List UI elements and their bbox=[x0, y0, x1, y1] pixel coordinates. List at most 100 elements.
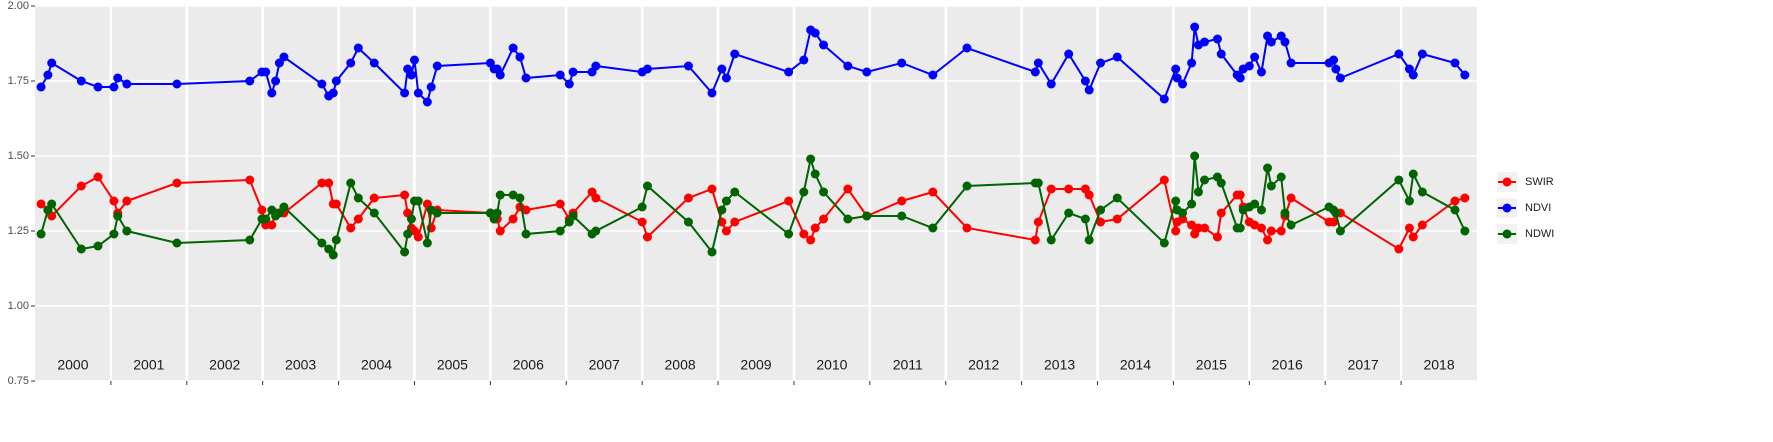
point bbox=[555, 70, 565, 80]
point bbox=[1235, 190, 1245, 200]
point bbox=[1250, 220, 1260, 230]
point bbox=[819, 187, 829, 197]
point bbox=[962, 181, 972, 191]
point bbox=[1084, 85, 1094, 95]
point bbox=[113, 211, 123, 221]
point bbox=[47, 58, 57, 68]
point bbox=[707, 184, 717, 194]
point bbox=[1171, 196, 1181, 206]
point bbox=[642, 232, 652, 242]
point bbox=[267, 220, 277, 230]
year-label: 2009 bbox=[740, 357, 771, 373]
point bbox=[683, 193, 693, 203]
point bbox=[1235, 73, 1245, 83]
year-label: 2013 bbox=[1044, 357, 1075, 373]
point bbox=[1286, 220, 1296, 230]
point bbox=[1331, 208, 1341, 218]
y-tick-label: 0.75 bbox=[8, 375, 29, 387]
point bbox=[730, 187, 740, 197]
point bbox=[369, 58, 379, 68]
point bbox=[1172, 73, 1182, 83]
point bbox=[1080, 214, 1090, 224]
point bbox=[1404, 196, 1414, 206]
point bbox=[346, 223, 356, 233]
point bbox=[172, 178, 182, 188]
point bbox=[346, 178, 356, 188]
year-label: 2007 bbox=[589, 357, 620, 373]
point bbox=[47, 199, 57, 209]
point bbox=[1280, 208, 1290, 218]
panel bbox=[35, 6, 1477, 381]
point bbox=[261, 67, 271, 77]
point bbox=[962, 223, 972, 233]
year-label: 2000 bbox=[57, 357, 88, 373]
point bbox=[245, 235, 255, 245]
y-tick-label: 1.25 bbox=[8, 225, 29, 237]
point bbox=[1171, 226, 1181, 236]
point bbox=[508, 190, 518, 200]
point bbox=[317, 79, 327, 89]
point bbox=[810, 223, 820, 233]
point bbox=[928, 70, 938, 80]
point bbox=[1256, 67, 1266, 77]
point bbox=[784, 196, 794, 206]
year-label: 2017 bbox=[1348, 357, 1379, 373]
point bbox=[76, 244, 86, 254]
point bbox=[409, 55, 419, 65]
year-label: 2001 bbox=[133, 357, 164, 373]
point bbox=[1200, 37, 1210, 47]
point bbox=[1178, 79, 1188, 89]
point bbox=[1263, 163, 1273, 173]
y-tick-label: 1.75 bbox=[8, 75, 29, 87]
year-label: 2010 bbox=[816, 357, 847, 373]
point bbox=[257, 205, 267, 215]
point bbox=[1256, 205, 1266, 215]
point bbox=[555, 199, 565, 209]
point bbox=[1112, 214, 1122, 224]
point bbox=[843, 184, 853, 194]
point bbox=[400, 190, 410, 200]
year-label: 2012 bbox=[968, 357, 999, 373]
point bbox=[521, 205, 531, 215]
point bbox=[1033, 178, 1043, 188]
point bbox=[1084, 235, 1094, 245]
point bbox=[521, 229, 531, 239]
year-label: 2015 bbox=[1196, 357, 1227, 373]
point bbox=[799, 187, 809, 197]
point bbox=[245, 76, 255, 86]
point bbox=[1408, 169, 1418, 179]
point bbox=[1460, 70, 1470, 80]
point bbox=[819, 40, 829, 50]
y-tick-label: 1.00 bbox=[8, 300, 29, 312]
point bbox=[1417, 187, 1427, 197]
point bbox=[406, 214, 416, 224]
legend-label: NDWI bbox=[1525, 228, 1554, 240]
point bbox=[432, 61, 442, 71]
point bbox=[568, 67, 578, 77]
point bbox=[568, 211, 578, 221]
point bbox=[1159, 94, 1169, 104]
point bbox=[1216, 178, 1226, 188]
legend-point bbox=[1502, 203, 1512, 213]
point bbox=[1187, 220, 1197, 230]
point bbox=[1404, 223, 1414, 233]
point bbox=[403, 229, 413, 239]
point bbox=[591, 61, 601, 71]
point bbox=[928, 223, 938, 233]
point bbox=[331, 76, 341, 86]
point bbox=[1200, 223, 1210, 233]
point bbox=[353, 43, 363, 53]
point bbox=[683, 217, 693, 227]
point bbox=[721, 196, 731, 206]
point bbox=[1171, 64, 1181, 74]
point bbox=[1046, 184, 1056, 194]
point bbox=[422, 97, 432, 107]
point bbox=[1096, 217, 1106, 227]
point bbox=[1096, 205, 1106, 215]
point bbox=[122, 226, 132, 236]
point bbox=[328, 250, 338, 260]
point bbox=[564, 79, 574, 89]
point bbox=[109, 229, 119, 239]
point bbox=[1408, 232, 1418, 242]
year-label: 2005 bbox=[437, 357, 468, 373]
